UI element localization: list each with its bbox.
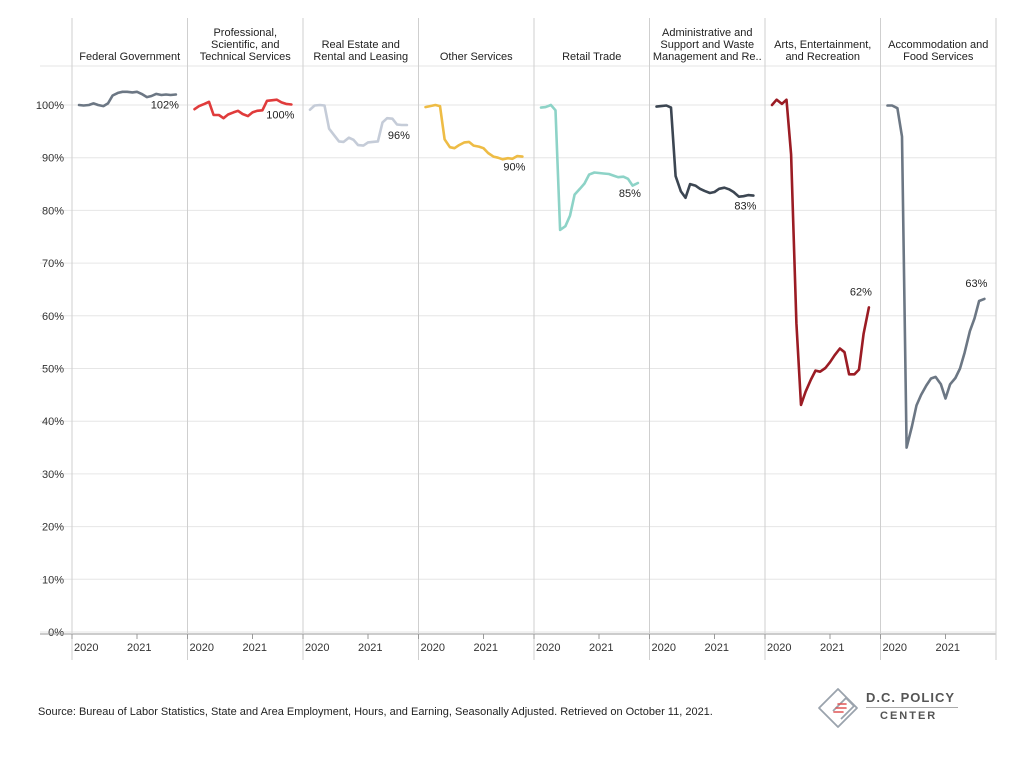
y-tick-label: 40% bbox=[42, 416, 64, 428]
logo-text-secondary: CENTER bbox=[880, 710, 938, 722]
panel-title: Arts, Entertainment, bbox=[774, 39, 871, 51]
dc-policy-center-logo: D.C. POLICY CENTER bbox=[816, 686, 966, 736]
panel-title: Management and Re.. bbox=[653, 51, 762, 63]
end-value-label: 63% bbox=[965, 278, 987, 290]
panel-title: Rental and Leasing bbox=[313, 51, 408, 63]
x-tick-label: 2021 bbox=[243, 642, 267, 654]
source-note: Source: Bureau of Labor Statistics, Stat… bbox=[38, 706, 713, 718]
end-value-label: 83% bbox=[734, 201, 756, 213]
panel-title: Other Services bbox=[440, 51, 513, 63]
series-line bbox=[193, 98, 293, 120]
x-tick-label: 2020 bbox=[883, 642, 907, 654]
end-value-label: 102% bbox=[151, 99, 179, 111]
y-tick-label: 0% bbox=[48, 627, 64, 639]
series-line bbox=[539, 103, 640, 232]
panel-title: and Recreation bbox=[785, 51, 860, 63]
panel-title: Scientific, and bbox=[211, 39, 279, 51]
small-multiples-chart: 0% 10% 20% 30% 40% 50% 60% 70% 80% 90% 100% Federal… bbox=[36, 18, 997, 660]
end-value-label: 100% bbox=[266, 109, 294, 121]
end-value-label: 96% bbox=[388, 130, 410, 142]
x-tick-label: 2020 bbox=[190, 642, 214, 654]
x-tick-label: 2021 bbox=[589, 642, 613, 654]
x-tick-label: 2020 bbox=[767, 642, 791, 654]
x-tick-label: 2020 bbox=[536, 642, 560, 654]
y-tick-label: 100% bbox=[36, 100, 64, 112]
y-tick-label: 90% bbox=[42, 153, 64, 165]
y-tick-label: 50% bbox=[42, 364, 64, 376]
x-tick-label: 2021 bbox=[358, 642, 382, 654]
y-tick-label: 10% bbox=[42, 574, 64, 586]
y-tick-label: 80% bbox=[42, 205, 64, 217]
x-tick-label: 2020 bbox=[305, 642, 329, 654]
y-tick-label: 60% bbox=[42, 311, 64, 323]
panel-title: Accommodation and bbox=[888, 39, 988, 51]
end-value-label: 90% bbox=[503, 162, 525, 174]
series-line bbox=[77, 90, 178, 108]
logo-text-primary: D.C. POLICY bbox=[866, 690, 956, 705]
panel-title: Administrative and bbox=[662, 27, 753, 39]
series-line bbox=[424, 103, 524, 161]
x-tick-label: 2021 bbox=[936, 642, 960, 654]
y-tick-label: 70% bbox=[42, 258, 64, 270]
panel-title: Support and Waste bbox=[660, 39, 754, 51]
panel-title: Technical Services bbox=[200, 51, 292, 63]
x-tick-label: 2021 bbox=[705, 642, 729, 654]
series-line bbox=[655, 104, 755, 200]
x-tick-label: 2020 bbox=[652, 642, 676, 654]
dc-map-document-icon bbox=[818, 688, 858, 728]
series-line bbox=[308, 103, 409, 147]
x-tick-label: 2021 bbox=[127, 642, 151, 654]
x-tick-label: 2021 bbox=[820, 642, 844, 654]
panel-title: Food Services bbox=[903, 51, 974, 63]
series-line bbox=[886, 104, 986, 449]
end-value-label: 85% bbox=[619, 188, 641, 200]
x-tick-label: 2020 bbox=[74, 642, 98, 654]
panel-title: Professional, bbox=[213, 27, 277, 39]
x-tick-label: 2021 bbox=[474, 642, 498, 654]
panel-title: Real Estate and bbox=[322, 39, 400, 51]
y-tick-label: 30% bbox=[42, 469, 64, 481]
series-line bbox=[770, 98, 871, 407]
x-tick-label: 2020 bbox=[421, 642, 445, 654]
panel-title: Retail Trade bbox=[562, 51, 621, 63]
end-value-label: 62% bbox=[850, 286, 872, 298]
logo-divider bbox=[866, 707, 958, 708]
panel-title: Federal Government bbox=[79, 51, 180, 63]
y-tick-label: 20% bbox=[42, 522, 64, 534]
